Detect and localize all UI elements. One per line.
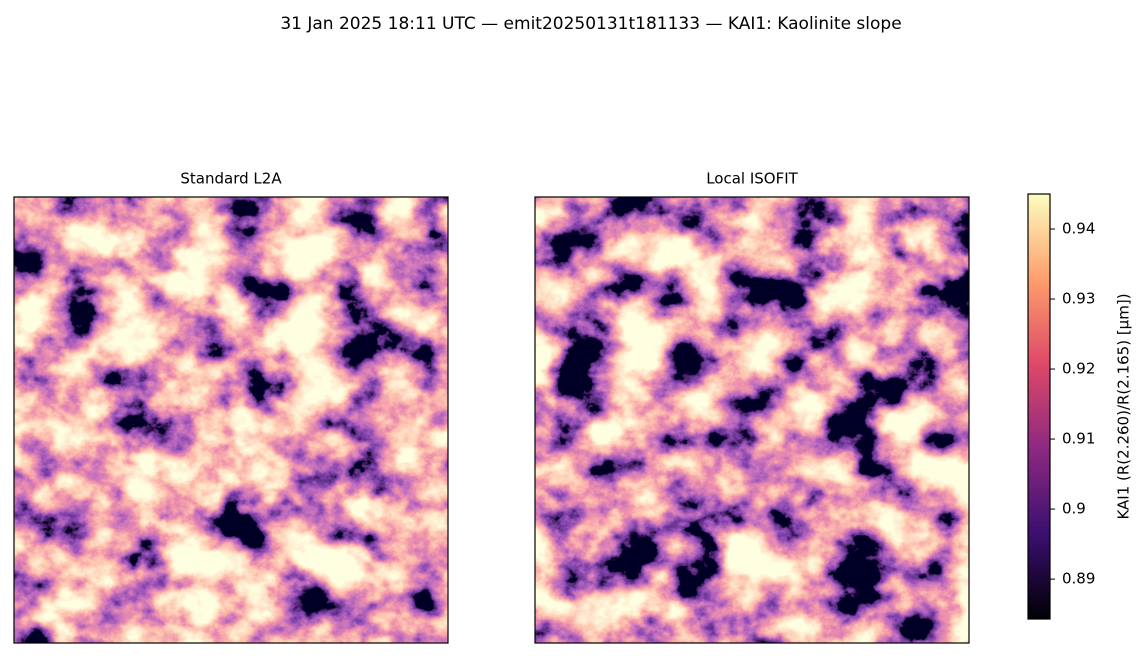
panel-title: Local ISOFIT xyxy=(706,170,798,188)
raster-image xyxy=(14,197,448,643)
panel-title: Standard L2A xyxy=(180,170,282,188)
raster-image xyxy=(535,197,969,643)
panel-frame xyxy=(13,196,449,644)
colorbar xyxy=(1027,193,1051,620)
colorbar-tick-label: 0.92 xyxy=(1062,360,1095,378)
colorbar-tick-label: 0.94 xyxy=(1062,220,1095,238)
figure-title: 31 Jan 2025 18:11 UTC — emit20250131t181… xyxy=(280,14,901,34)
colorbar-tick-label: 0.91 xyxy=(1062,430,1095,448)
colorbar-tick-label: 0.9 xyxy=(1062,500,1086,518)
panel-frame xyxy=(534,196,970,644)
colorbar-tick-label: 0.93 xyxy=(1062,290,1095,308)
colorbar-tick-label: 0.89 xyxy=(1062,570,1095,588)
colorbar-label: KAI1 (R(2.260)/R(2.165) [µm]) xyxy=(1115,293,1133,519)
